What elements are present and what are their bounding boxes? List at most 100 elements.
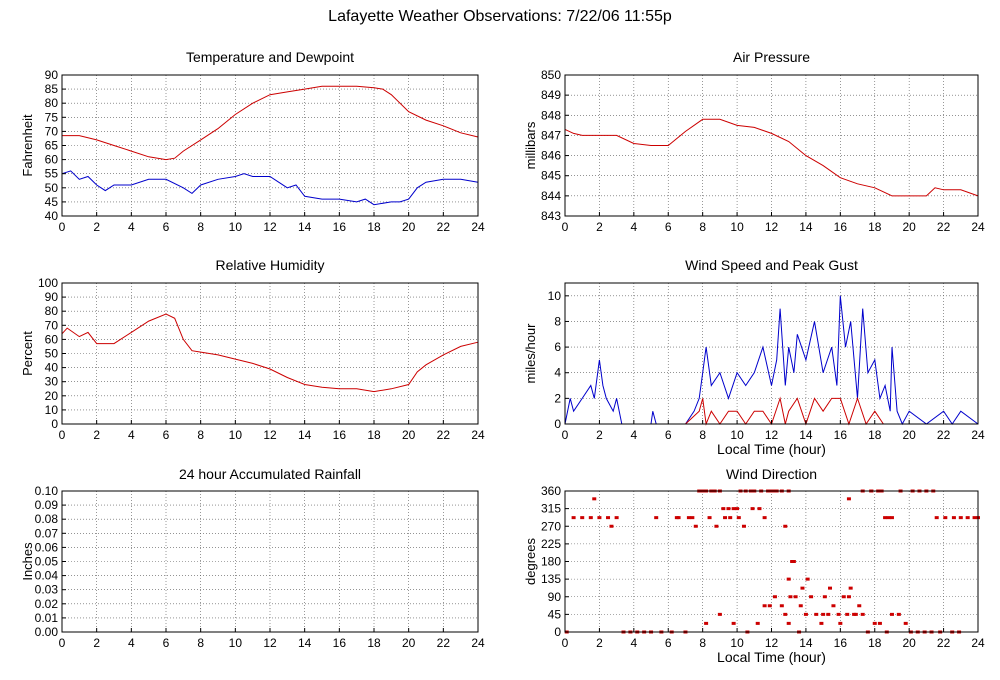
data-point: [750, 507, 755, 511]
y-tick-label: 843: [541, 209, 561, 223]
y-tick-label: 0: [51, 417, 58, 431]
x-tick-label: 24: [471, 428, 485, 442]
data-point: [958, 516, 963, 520]
y-tick-label: 80: [45, 304, 59, 318]
x-tick-label: 10: [730, 636, 744, 650]
y-tick-label: 90: [45, 68, 59, 82]
data-point: [800, 586, 805, 590]
data-point: [654, 516, 659, 520]
data-point: [731, 507, 736, 511]
data-point: [828, 586, 833, 590]
series-line-0: [62, 85, 479, 161]
y-tick-label: 20: [45, 389, 59, 403]
x-tick-label: 22: [437, 636, 451, 650]
x-tick-label: 22: [937, 220, 951, 234]
y-tick-label: 45: [548, 607, 562, 621]
data-point: [838, 621, 843, 625]
x-tick-label: 18: [367, 636, 381, 650]
x-tick-label: 20: [902, 220, 916, 234]
x-tick-label: 22: [437, 220, 451, 234]
x-tick-label: 16: [834, 428, 848, 442]
x-tick-label: 16: [834, 220, 848, 234]
data-point: [728, 516, 733, 520]
data-point: [588, 516, 593, 520]
y-axis-label: miles/hour: [523, 323, 538, 384]
x-tick-label: 8: [699, 636, 706, 650]
y-axis-label: Inches: [20, 542, 35, 581]
y-tick-label: 135: [541, 572, 561, 586]
y-tick-label: 4: [554, 366, 561, 380]
y-tick-label: 10: [45, 403, 59, 417]
data-point: [819, 621, 824, 625]
y-tick-label: 55: [45, 167, 59, 181]
data-point: [821, 612, 826, 616]
y-tick-label: 0.06: [35, 540, 59, 554]
data-point: [848, 586, 853, 590]
data-point: [757, 507, 762, 511]
x-tick-label: 12: [263, 428, 277, 442]
data-point: [793, 595, 798, 599]
data-point: [872, 621, 877, 625]
y-tick-label: 0.02: [35, 597, 59, 611]
y-tick-label: 0.10: [35, 484, 59, 498]
data-point: [704, 621, 709, 625]
y-tick-label: 50: [45, 181, 59, 195]
x-tick-label: 10: [730, 428, 744, 442]
page-title: Lafayette Weather Observations: 7/22/06 …: [328, 8, 672, 25]
x-tick-label: 22: [937, 428, 951, 442]
data-point: [693, 524, 698, 528]
y-tick-label: 0.03: [35, 583, 59, 597]
data-point: [846, 595, 851, 599]
x-tick-label: 0: [59, 636, 66, 650]
y-axis-label: Fahrenheit: [20, 114, 35, 177]
data-point: [805, 577, 810, 581]
data-point: [883, 516, 888, 520]
data-point: [841, 595, 846, 599]
y-tick-label: 70: [45, 124, 59, 138]
y-tick-label: 0.08: [35, 512, 59, 526]
y-tick-label: 2: [554, 391, 561, 405]
data-point: [814, 612, 819, 616]
x-tick-label: 16: [333, 428, 347, 442]
y-tick-label: 90: [45, 290, 59, 304]
x-tick-label: 16: [834, 636, 848, 650]
data-point: [735, 507, 740, 511]
x-tick-label: 20: [402, 428, 416, 442]
data-point: [972, 516, 977, 520]
y-tick-label: 849: [541, 88, 561, 102]
data-point: [723, 516, 728, 520]
chart-title: Relative Humidity: [216, 257, 325, 273]
y-tick-label: 180: [541, 555, 561, 569]
x-tick-label: 2: [596, 220, 603, 234]
x-tick-label: 22: [937, 636, 951, 650]
data-point: [707, 516, 712, 520]
chart-title: Temperature and Dewpoint: [186, 49, 354, 65]
data-point: [860, 612, 865, 616]
x-tick-label: 18: [367, 428, 381, 442]
y-tick-label: 80: [45, 96, 59, 110]
y-tick-label: 0.09: [35, 498, 59, 512]
x-tick-label: 20: [902, 636, 916, 650]
data-point: [755, 621, 760, 625]
x-tick-label: 0: [59, 220, 66, 234]
x-tick-label: 12: [765, 428, 779, 442]
series-line-1: [61, 170, 479, 206]
y-tick-label: 848: [541, 108, 561, 122]
x-tick-label: 8: [699, 220, 706, 234]
y-tick-label: 75: [45, 110, 59, 124]
y-tick-label: 70: [45, 318, 59, 332]
x-tick-label: 0: [562, 428, 569, 442]
x-tick-label: 4: [128, 220, 135, 234]
x-tick-label: 14: [799, 220, 813, 234]
data-point: [877, 621, 882, 625]
y-tick-label: 0: [554, 417, 561, 431]
data-point: [889, 612, 894, 616]
data-point: [779, 604, 784, 608]
y-tick-label: 844: [541, 189, 561, 203]
y-tick-label: 65: [45, 139, 59, 153]
data-point: [690, 516, 695, 520]
